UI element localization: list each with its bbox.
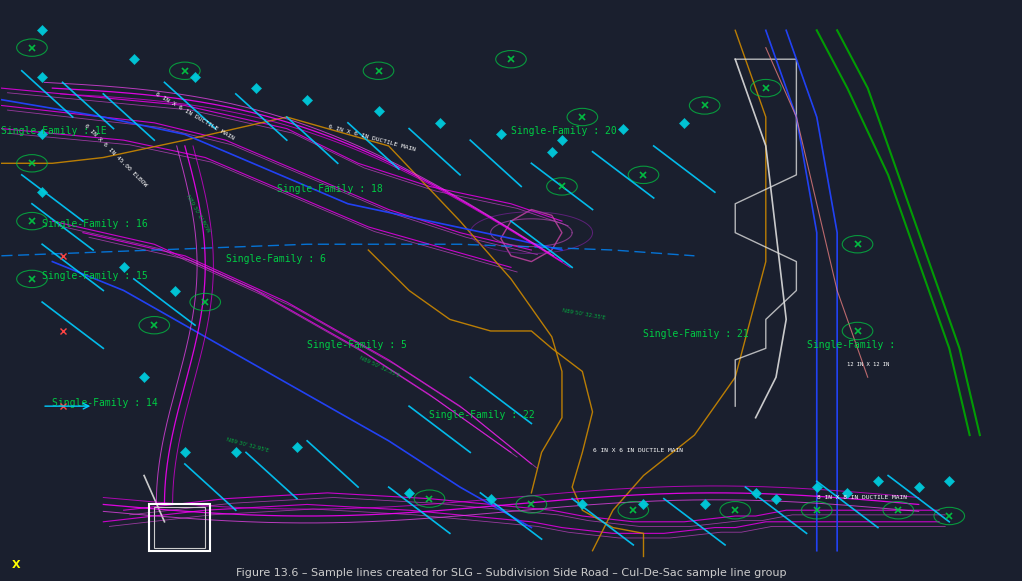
Text: Figure 13.6 – Sample lines created for SLG – Subdivision Side Road – Cul-De-Sac : Figure 13.6 – Sample lines created for S… [236, 568, 786, 578]
Text: Single-Family : 5: Single-Family : 5 [308, 340, 407, 350]
Text: 8 IN X 8 IN DUCTILE MAIN: 8 IN X 8 IN DUCTILE MAIN [817, 494, 907, 500]
Text: Single-Family : 22: Single-Family : 22 [429, 410, 536, 419]
Bar [149, 504, 211, 551]
Text: Single-Family : 1E: Single-Family : 1E [1, 127, 107, 137]
Text: N89 50' 32.35'E: N89 50' 32.35'E [358, 355, 400, 378]
Text: Single-Family : 18: Single-Family : 18 [277, 184, 382, 194]
Text: 6 IN X 6 IN DUCTILE MAIN: 6 IN X 6 IN DUCTILE MAIN [327, 124, 416, 153]
Text: 6 IN X 6 IN DUCTILE MAIN: 6 IN X 6 IN DUCTILE MAIN [593, 449, 683, 453]
Text: 6 IN X 6 IN DUCTILE MAIN: 6 IN X 6 IN DUCTILE MAIN [154, 92, 235, 141]
Text: 6 IN X 6 IN 45.00 ELBOW: 6 IN X 6 IN 45.00 ELBOW [83, 123, 147, 188]
Text: 12 IN X 12 IN: 12 IN X 12 IN [847, 361, 889, 367]
Text: Single-Family : 20: Single-Family : 20 [511, 127, 616, 137]
Text: Single-Family :: Single-Family : [806, 340, 894, 350]
Text: X: X [11, 560, 20, 570]
Text: Single-Family : 6: Single-Family : 6 [226, 253, 325, 264]
Text: N89 30' ELBOW: N89 30' ELBOW [185, 194, 211, 234]
Text: N89 50' 32.35'E: N89 50' 32.35'E [562, 308, 606, 320]
Text: N89 30' 32.95'E: N89 30' 32.95'E [226, 437, 269, 453]
Text: Single-Family : 16: Single-Family : 16 [42, 219, 148, 229]
Text: Single-Family : 15: Single-Family : 15 [42, 271, 148, 281]
Text: Single-Family : 21: Single-Family : 21 [644, 329, 749, 339]
Bar [154, 507, 205, 548]
Text: Single-Family : 14: Single-Family : 14 [52, 398, 158, 408]
